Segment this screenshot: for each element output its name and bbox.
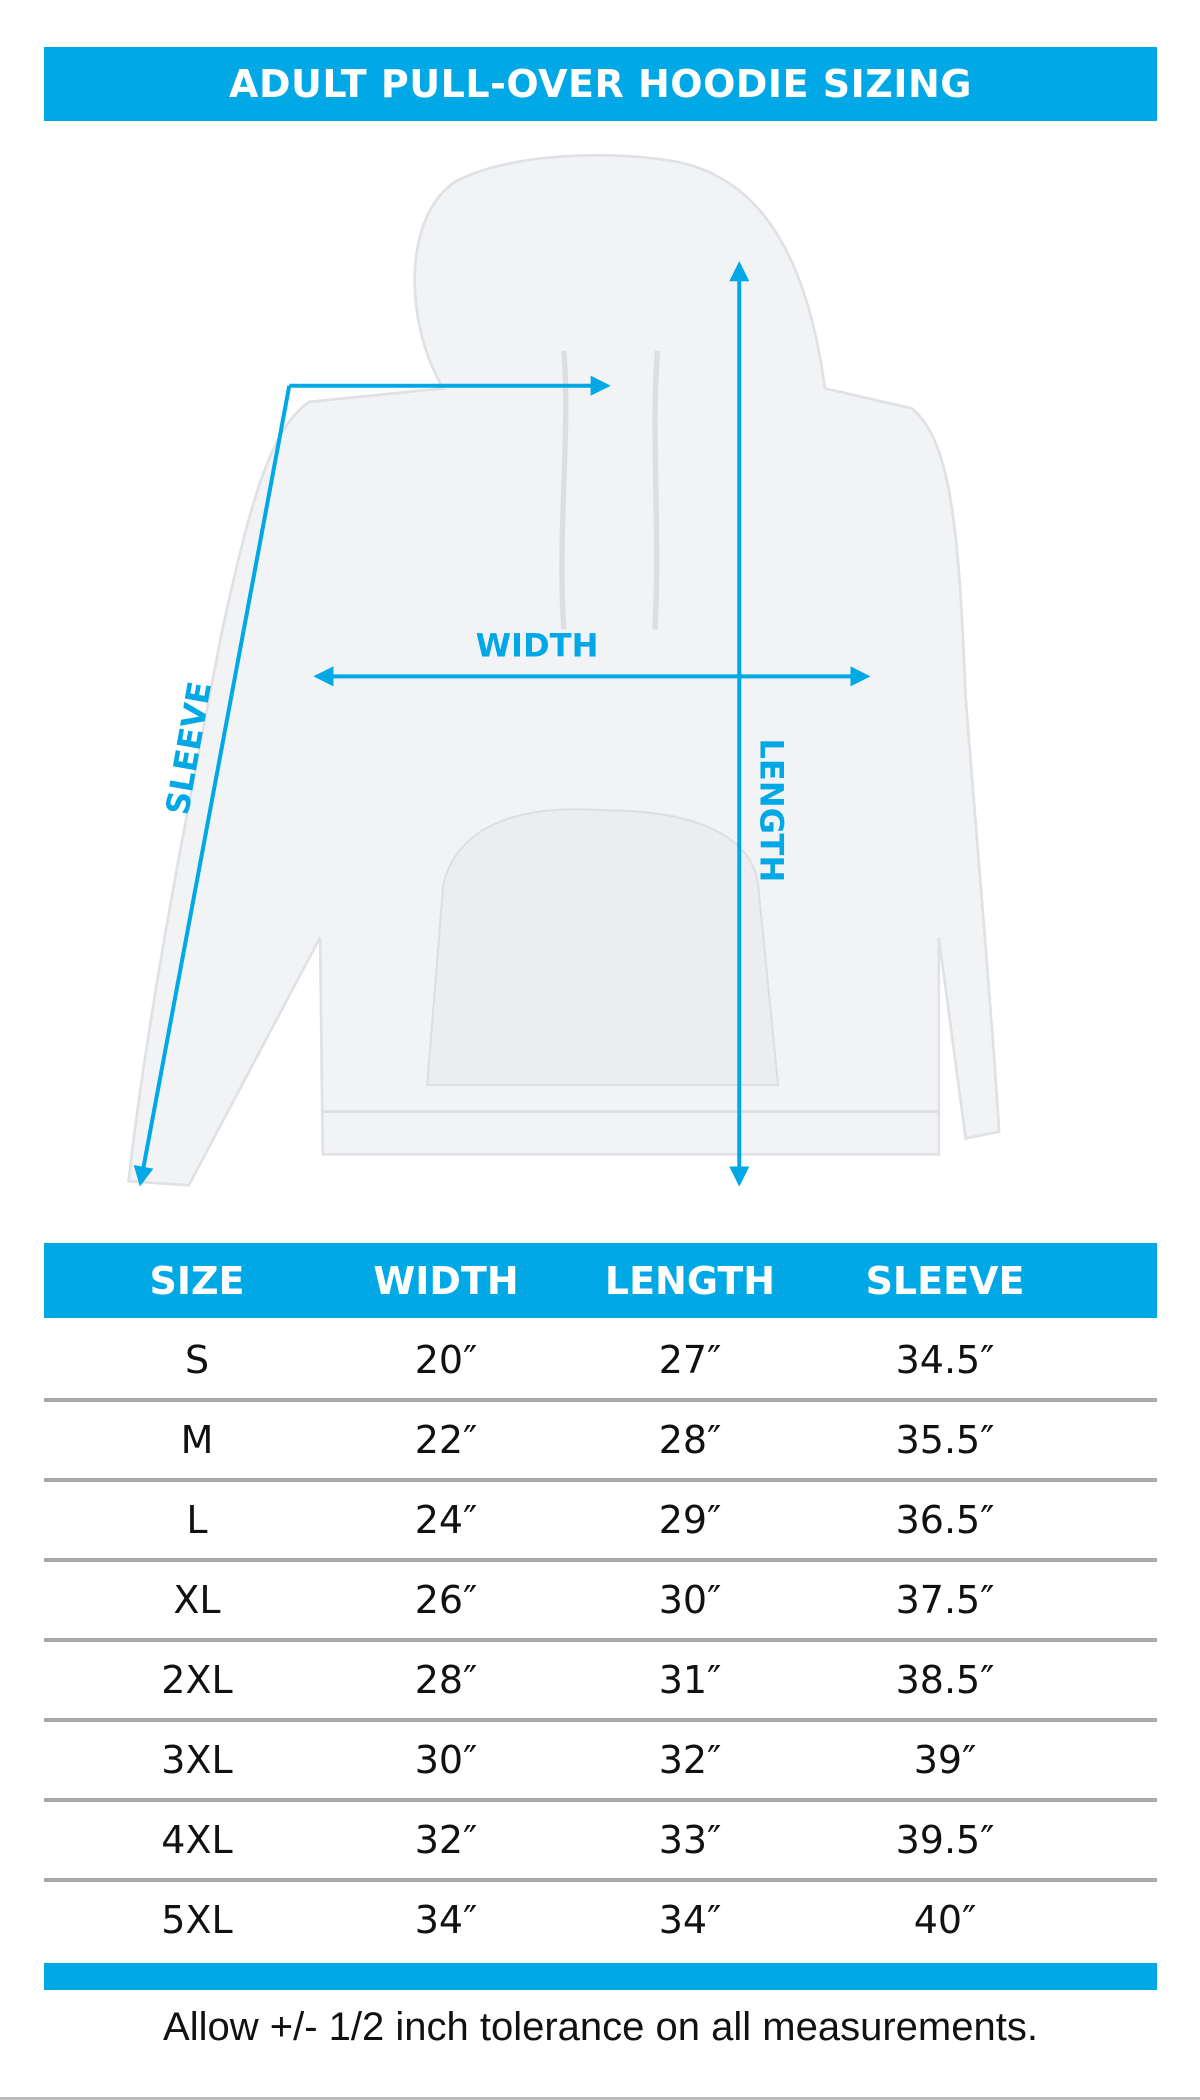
row-divider (44, 1878, 1157, 1882)
cell-width: 26″ (414, 1578, 478, 1622)
page-title: ADULT PULL-OVER HOODIE SIZING (229, 62, 972, 106)
table-row: S 20″ 27″ 34.5″ (44, 1320, 1157, 1400)
cell-size: 4XL (161, 1818, 233, 1862)
cell-size: XL (173, 1578, 221, 1622)
row-divider (44, 1638, 1157, 1642)
cell-length: 27″ (658, 1338, 722, 1382)
cell-size: 2XL (161, 1658, 233, 1702)
table-row: 4XL 32″ 33″ 39.5″ (44, 1800, 1157, 1880)
cell-sleeve: 37.5″ (895, 1578, 995, 1622)
cell-sleeve: 34.5″ (895, 1338, 995, 1382)
cell-sleeve: 36.5″ (895, 1498, 995, 1542)
table-footer-bar (44, 1963, 1157, 1990)
cell-width: 28″ (414, 1658, 478, 1702)
cell-size: M (180, 1418, 214, 1462)
title-banner: ADULT PULL-OVER HOODIE SIZING (44, 47, 1157, 121)
row-divider (44, 1398, 1157, 1402)
cell-size: L (186, 1498, 208, 1542)
header-width: WIDTH (373, 1258, 519, 1303)
header-size: SIZE (149, 1258, 245, 1303)
header-sleeve: SLEEVE (865, 1258, 1025, 1303)
table-row: 3XL 30″ 32″ 39″ (44, 1720, 1157, 1800)
cell-length: 28″ (658, 1418, 722, 1462)
cell-size: 3XL (161, 1738, 233, 1782)
bottom-divider (0, 2097, 1200, 2100)
table-row: 5XL 34″ 34″ 40″ (44, 1880, 1157, 1960)
cell-width: 24″ (414, 1498, 478, 1542)
cell-length: 30″ (658, 1578, 722, 1622)
cell-sleeve: 39.5″ (895, 1818, 995, 1862)
cell-sleeve: 38.5″ (895, 1658, 995, 1702)
cell-length: 32″ (658, 1738, 722, 1782)
cell-size: 5XL (161, 1898, 233, 1942)
row-divider (44, 1478, 1157, 1482)
cell-width: 32″ (414, 1818, 478, 1862)
length-label: LENGTH (753, 738, 791, 882)
cell-width: 22″ (414, 1418, 478, 1462)
row-divider (44, 1558, 1157, 1562)
row-divider (44, 1798, 1157, 1802)
row-divider (44, 1718, 1157, 1722)
cell-width: 34″ (414, 1898, 478, 1942)
cell-length: 33″ (658, 1818, 722, 1862)
cell-sleeve: 39″ (913, 1738, 977, 1782)
cell-length: 31″ (658, 1658, 722, 1702)
width-label: WIDTH (476, 626, 599, 664)
cell-sleeve: 40″ (913, 1898, 977, 1942)
header-length: LENGTH (604, 1258, 776, 1303)
cell-size: S (184, 1338, 210, 1382)
table-row: XL 26″ 30″ 37.5″ (44, 1560, 1157, 1640)
hoodie-illustration (127, 153, 1001, 1187)
table-header: SIZE WIDTH LENGTH SLEEVE (44, 1243, 1157, 1318)
cell-width: 20″ (414, 1338, 478, 1382)
cell-sleeve: 35.5″ (895, 1418, 995, 1462)
table-row: M 22″ 28″ 35.5″ (44, 1400, 1157, 1480)
cell-length: 34″ (658, 1898, 722, 1942)
cell-length: 29″ (658, 1498, 722, 1542)
cell-width: 30″ (414, 1738, 478, 1782)
table-row: 2XL 28″ 31″ 38.5″ (44, 1640, 1157, 1720)
sleeve-arrow (133, 385, 292, 1187)
table-row: L 24″ 29″ 36.5″ (44, 1480, 1157, 1560)
tolerance-note: Allow +/- 1/2 inch tolerance on all meas… (163, 2005, 1038, 2049)
